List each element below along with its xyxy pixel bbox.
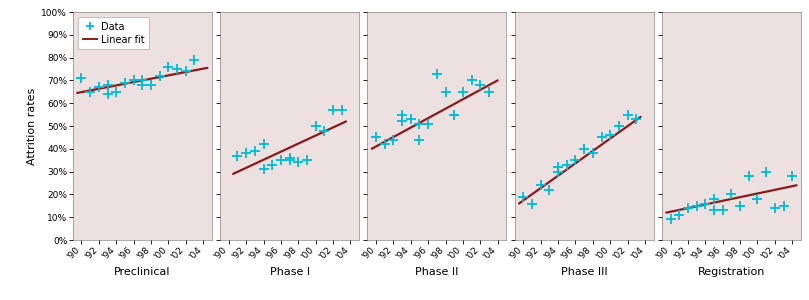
Point — [673, 212, 686, 217]
Point — [751, 196, 764, 201]
Point — [534, 183, 547, 188]
Point — [743, 174, 756, 178]
Point — [734, 203, 747, 208]
Point — [482, 89, 495, 94]
Point — [136, 82, 149, 87]
Point — [101, 92, 114, 97]
Point — [171, 67, 184, 71]
Point — [283, 158, 296, 163]
Point — [327, 108, 340, 112]
Point — [725, 192, 738, 197]
Point — [786, 174, 798, 178]
Point — [318, 128, 331, 133]
Point — [760, 169, 773, 174]
Point — [439, 89, 452, 94]
Point — [180, 69, 193, 74]
Point — [300, 158, 313, 163]
X-axis label: Phase I: Phase I — [269, 267, 310, 278]
Point — [292, 160, 305, 165]
Point — [716, 208, 729, 213]
Point — [248, 149, 261, 154]
Point — [629, 117, 642, 122]
Point — [681, 206, 694, 211]
Point — [587, 151, 599, 156]
Point — [517, 194, 530, 199]
Point — [413, 137, 426, 142]
Point — [552, 165, 565, 170]
Point — [612, 124, 625, 128]
Point — [274, 158, 287, 163]
Point — [430, 71, 443, 76]
Point — [239, 151, 252, 156]
X-axis label: Phase II: Phase II — [415, 267, 459, 278]
Point — [777, 203, 790, 208]
X-axis label: Preclinical: Preclinical — [114, 267, 171, 278]
Point — [447, 112, 460, 117]
Point — [127, 78, 140, 83]
Point — [75, 76, 88, 80]
Point — [404, 117, 417, 122]
Point — [101, 82, 114, 87]
Point — [396, 119, 409, 124]
Legend: Data, Linear fit: Data, Linear fit — [78, 17, 150, 50]
Point — [604, 133, 616, 137]
Point — [621, 112, 634, 117]
Point — [83, 89, 96, 94]
Point — [708, 196, 721, 201]
Point — [145, 82, 158, 87]
Y-axis label: Attrition rates: Attrition rates — [28, 87, 37, 165]
Point — [552, 169, 565, 174]
Point — [690, 203, 703, 208]
Point — [387, 137, 400, 142]
Point — [136, 78, 149, 83]
Point — [578, 146, 591, 151]
Point — [456, 89, 469, 94]
Point — [421, 121, 434, 126]
Point — [188, 58, 201, 62]
Point — [769, 206, 781, 211]
Point — [699, 201, 712, 206]
Point — [265, 162, 278, 167]
Point — [110, 89, 123, 94]
Point — [379, 142, 392, 147]
Point — [526, 201, 539, 206]
Point — [396, 112, 409, 117]
Point — [153, 74, 166, 78]
Point — [162, 64, 175, 69]
Point — [543, 188, 556, 192]
Point — [335, 108, 348, 112]
Point — [283, 155, 296, 160]
Point — [664, 217, 677, 222]
Point — [309, 124, 322, 128]
Point — [569, 158, 582, 163]
X-axis label: Phase III: Phase III — [561, 267, 608, 278]
Point — [708, 208, 721, 213]
Point — [370, 135, 383, 140]
Point — [92, 85, 105, 90]
Point — [118, 80, 131, 85]
Point — [231, 153, 244, 158]
X-axis label: Registration: Registration — [697, 267, 765, 278]
Point — [474, 82, 487, 87]
Point — [595, 135, 608, 140]
Point — [413, 121, 426, 126]
Point — [465, 78, 478, 83]
Point — [561, 162, 574, 167]
Point — [257, 167, 270, 172]
Point — [257, 142, 270, 147]
